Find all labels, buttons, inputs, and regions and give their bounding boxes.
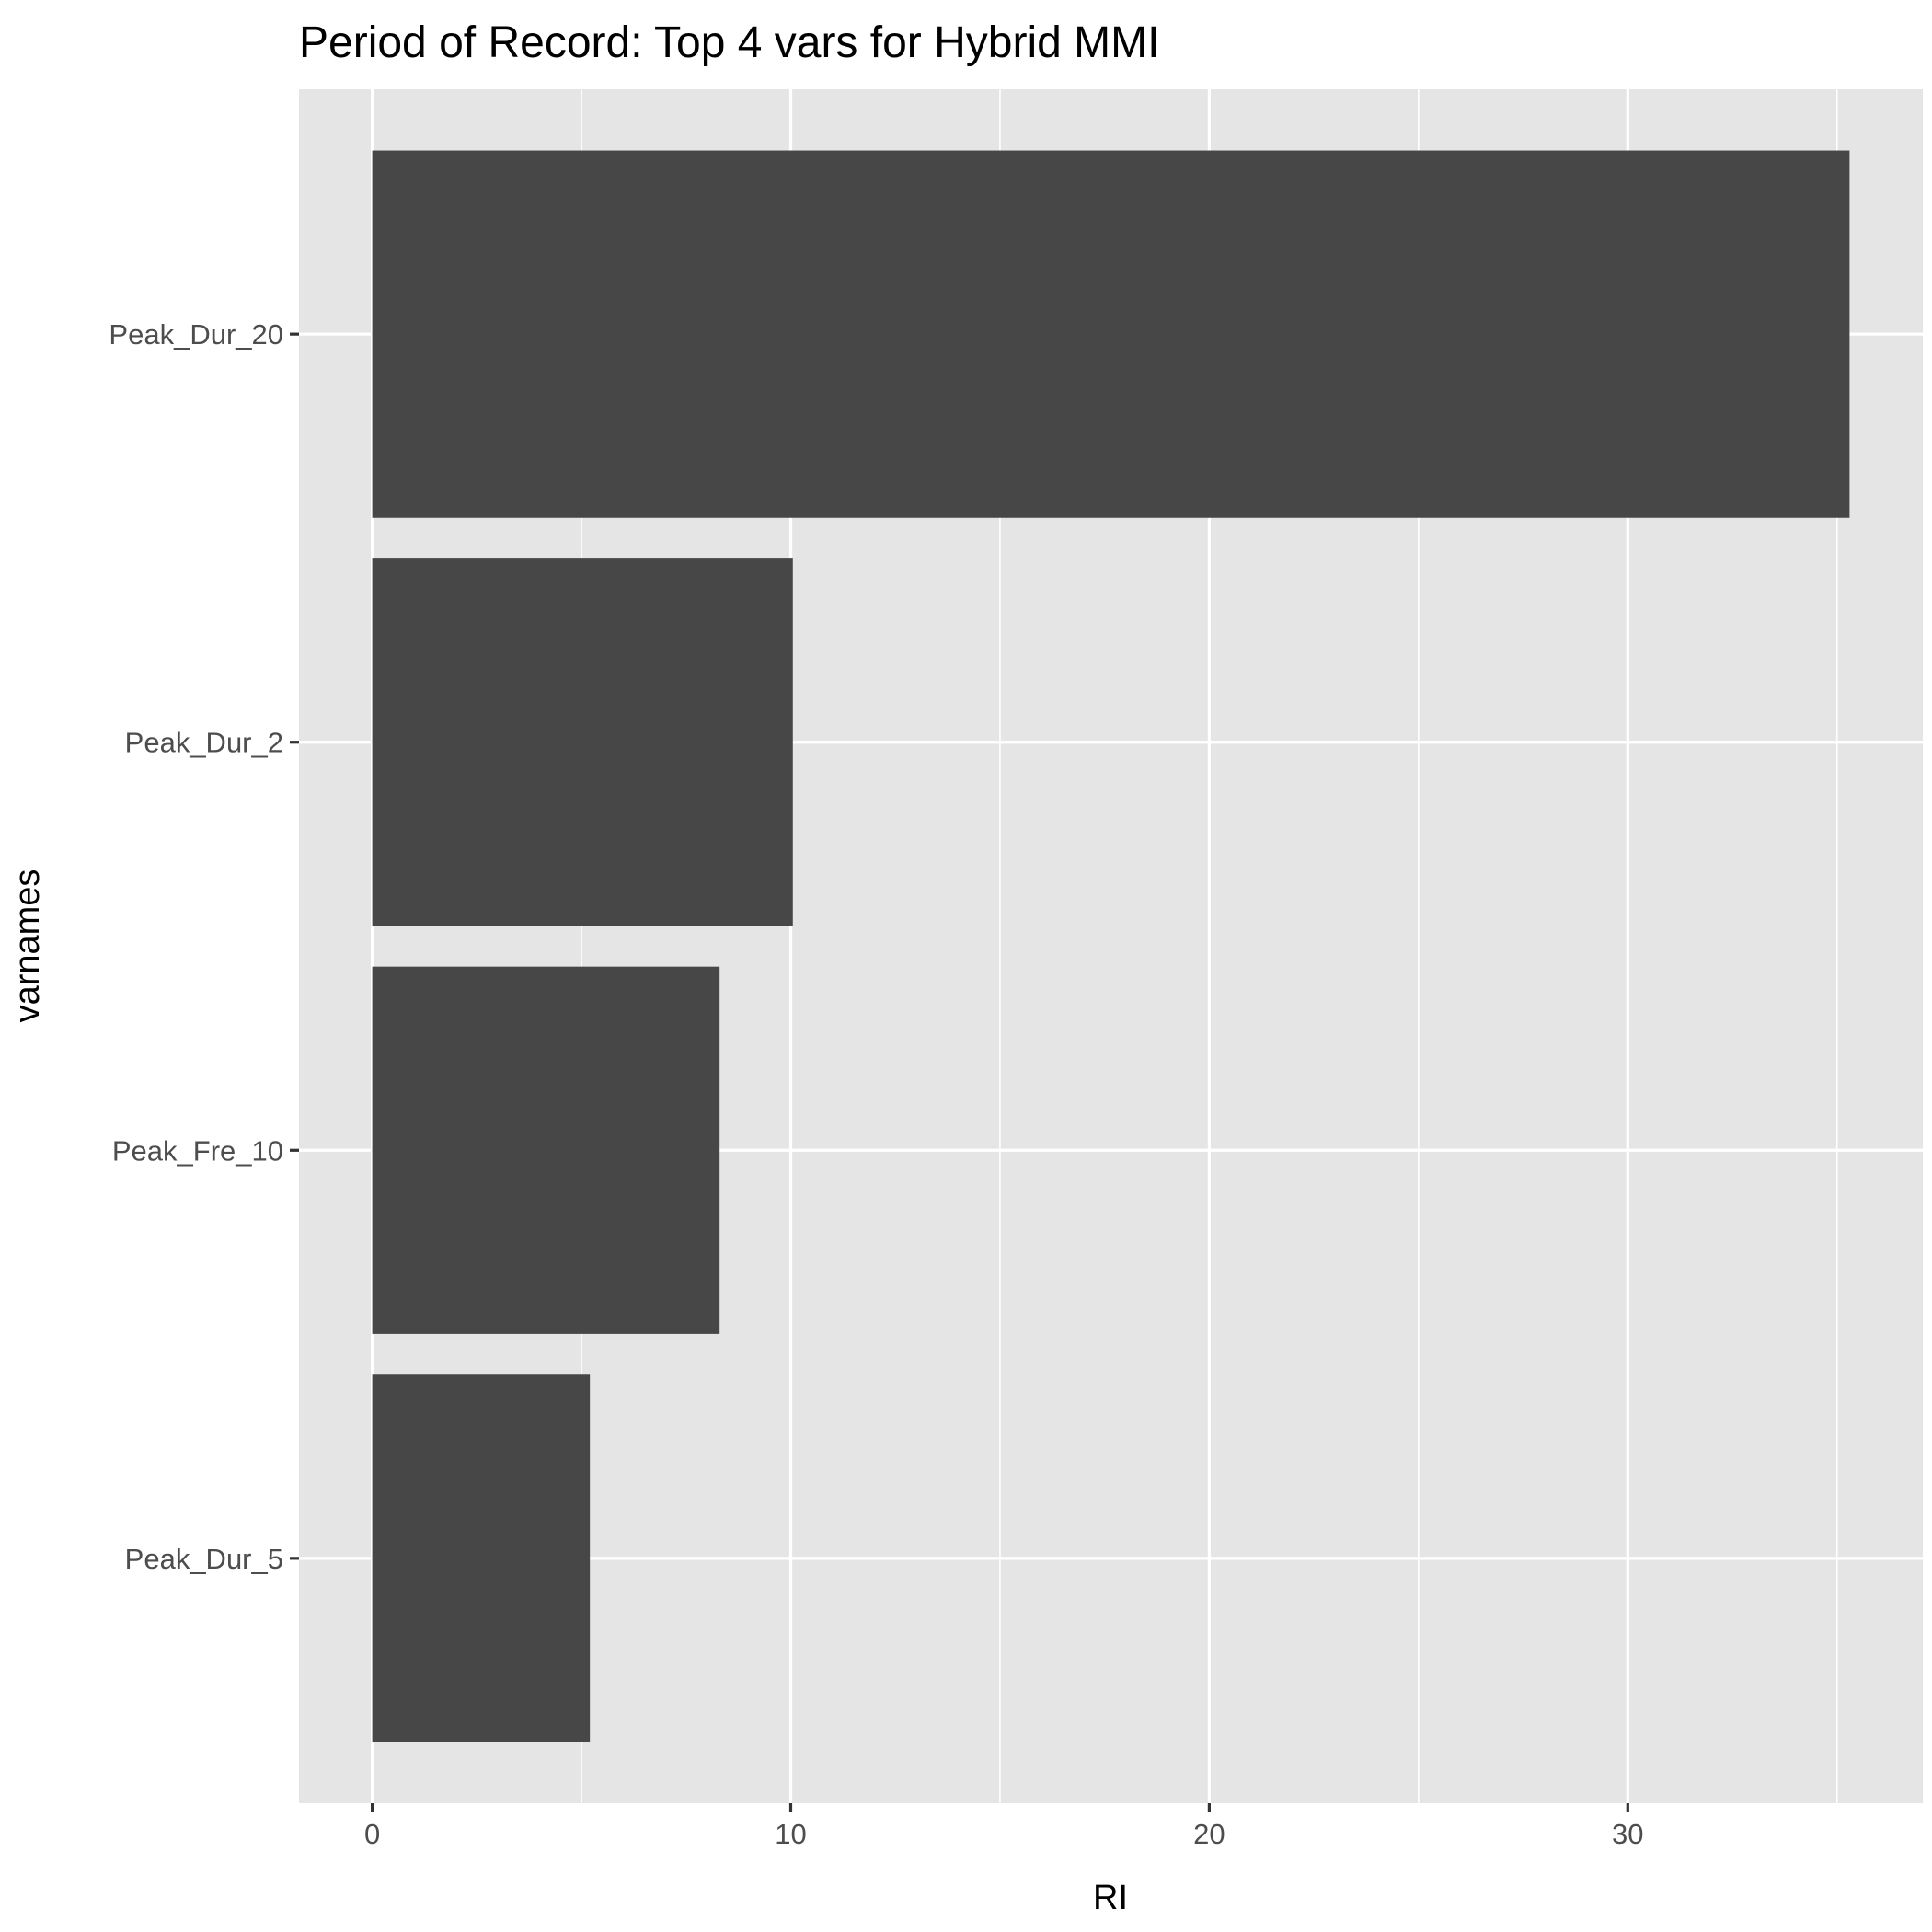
y-tick-label: Peak_Dur_5 [125, 1543, 283, 1575]
y-tick-label: Peak_Fre_10 [112, 1134, 283, 1167]
x-tick-label: 30 [1612, 1818, 1643, 1850]
y-axis-title: varnames [8, 869, 47, 1023]
bar-peak-dur-5 [372, 1374, 591, 1742]
y-tick-label: Peak_Dur_2 [125, 727, 283, 759]
x-tick-label: 10 [775, 1818, 806, 1850]
bars [372, 150, 1850, 1742]
bar-peak-fre-10 [372, 966, 720, 1334]
x-axis-title: RI [1093, 1879, 1128, 1917]
chart-title: Period of Record: Top 4 vars for Hybrid … [299, 18, 1159, 67]
x-axis: 0 10 20 30 [364, 1803, 1644, 1850]
bar-peak-dur-20 [372, 150, 1850, 518]
x-tick-label: 20 [1193, 1818, 1225, 1850]
x-tick-label: 0 [364, 1818, 380, 1850]
bar-peak-dur-2 [372, 558, 793, 926]
y-axis: Peak_Dur_20 Peak_Dur_2 Peak_Fre_10 Peak_Dur… [109, 318, 299, 1575]
y-tick-label: Peak_Dur_20 [109, 318, 283, 351]
